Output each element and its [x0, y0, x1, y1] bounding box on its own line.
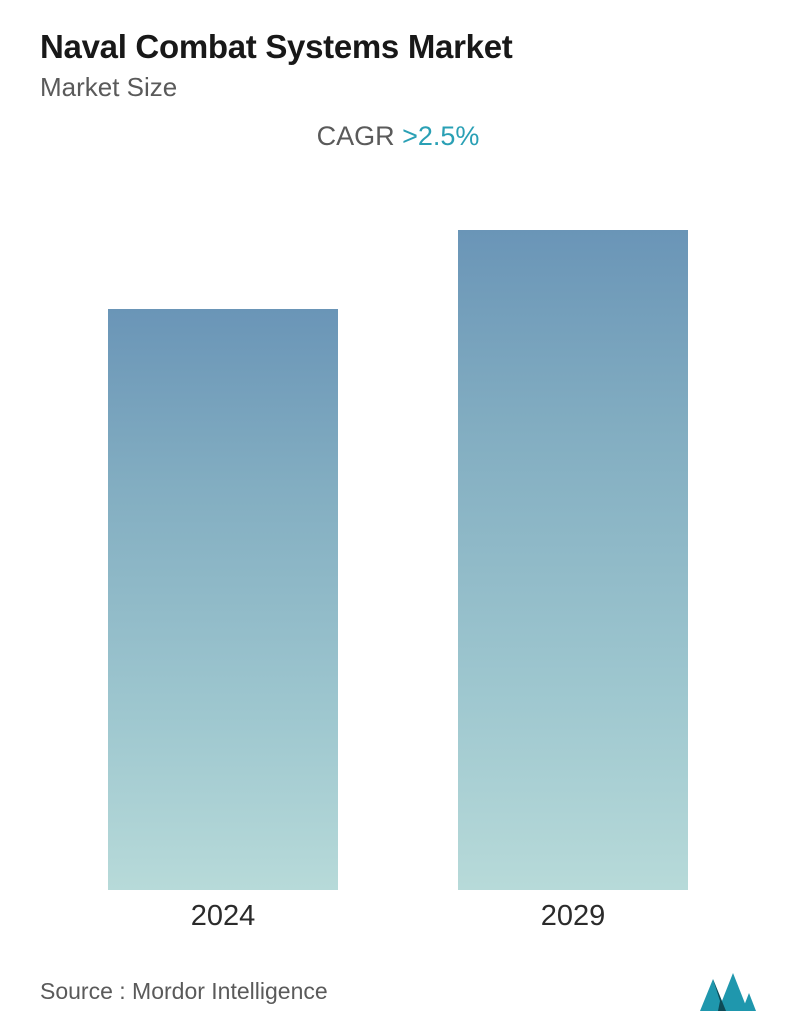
- labels-wrap: 2024 2029: [40, 890, 756, 950]
- cagr-row: CAGR >2.5%: [40, 121, 756, 152]
- cagr-operator: >: [402, 121, 418, 151]
- mordor-logo-icon: [700, 971, 756, 1011]
- source-text: Source : Mordor Intelligence: [40, 978, 328, 1005]
- bar-label-1: 2029: [458, 900, 688, 933]
- bar-2029: [458, 230, 688, 890]
- bars-wrap: [40, 230, 756, 890]
- footer: Source : Mordor Intelligence: [40, 950, 756, 1014]
- bar-label-0: 2024: [108, 900, 338, 933]
- cagr-label: CAGR: [317, 121, 403, 151]
- chart-container: Naval Combat Systems Market Market Size …: [0, 0, 796, 1034]
- cagr-value: 2.5%: [418, 121, 480, 151]
- page-subtitle: Market Size: [40, 72, 756, 103]
- chart-area: 2024 2029: [40, 162, 756, 950]
- page-title: Naval Combat Systems Market: [40, 28, 756, 66]
- bar-2024: [108, 309, 338, 890]
